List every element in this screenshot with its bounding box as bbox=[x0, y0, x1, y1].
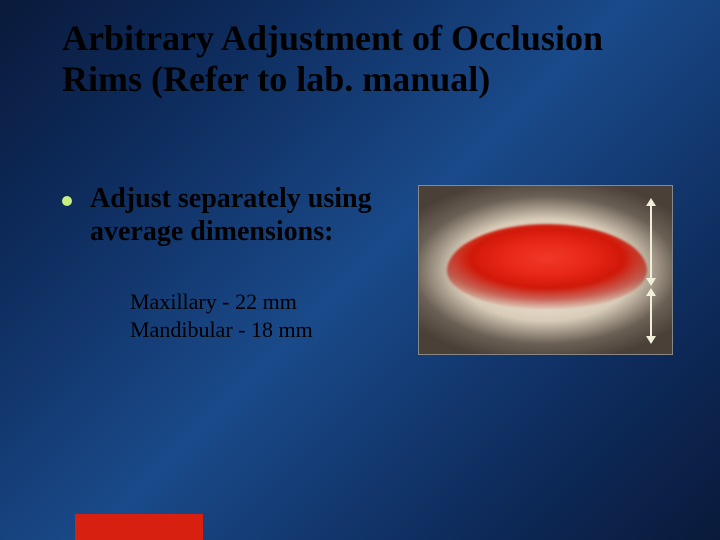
mandibular-arrow-icon bbox=[650, 294, 652, 338]
bullet-item: Adjust separately using average dimensio… bbox=[62, 182, 420, 248]
bullet-text: Adjust separately using average dimensio… bbox=[90, 182, 420, 248]
maxillary-line: Maxillary - 22 mm bbox=[130, 288, 313, 316]
mandibular-line: Mandibular - 18 mm bbox=[130, 316, 313, 344]
slide: Arbitrary Adjustment of Occlusion Rims (… bbox=[0, 0, 720, 540]
accent-bar bbox=[75, 514, 203, 540]
sub-dimensions: Maxillary - 22 mm Mandibular - 18 mm bbox=[130, 288, 313, 343]
slide-title: Arbitrary Adjustment of Occlusion Rims (… bbox=[62, 18, 642, 101]
occlusion-rim-photo bbox=[418, 185, 673, 355]
bullet-dot-icon bbox=[62, 196, 72, 206]
maxillary-arrow-icon bbox=[650, 204, 652, 280]
wax-rim bbox=[447, 224, 647, 309]
